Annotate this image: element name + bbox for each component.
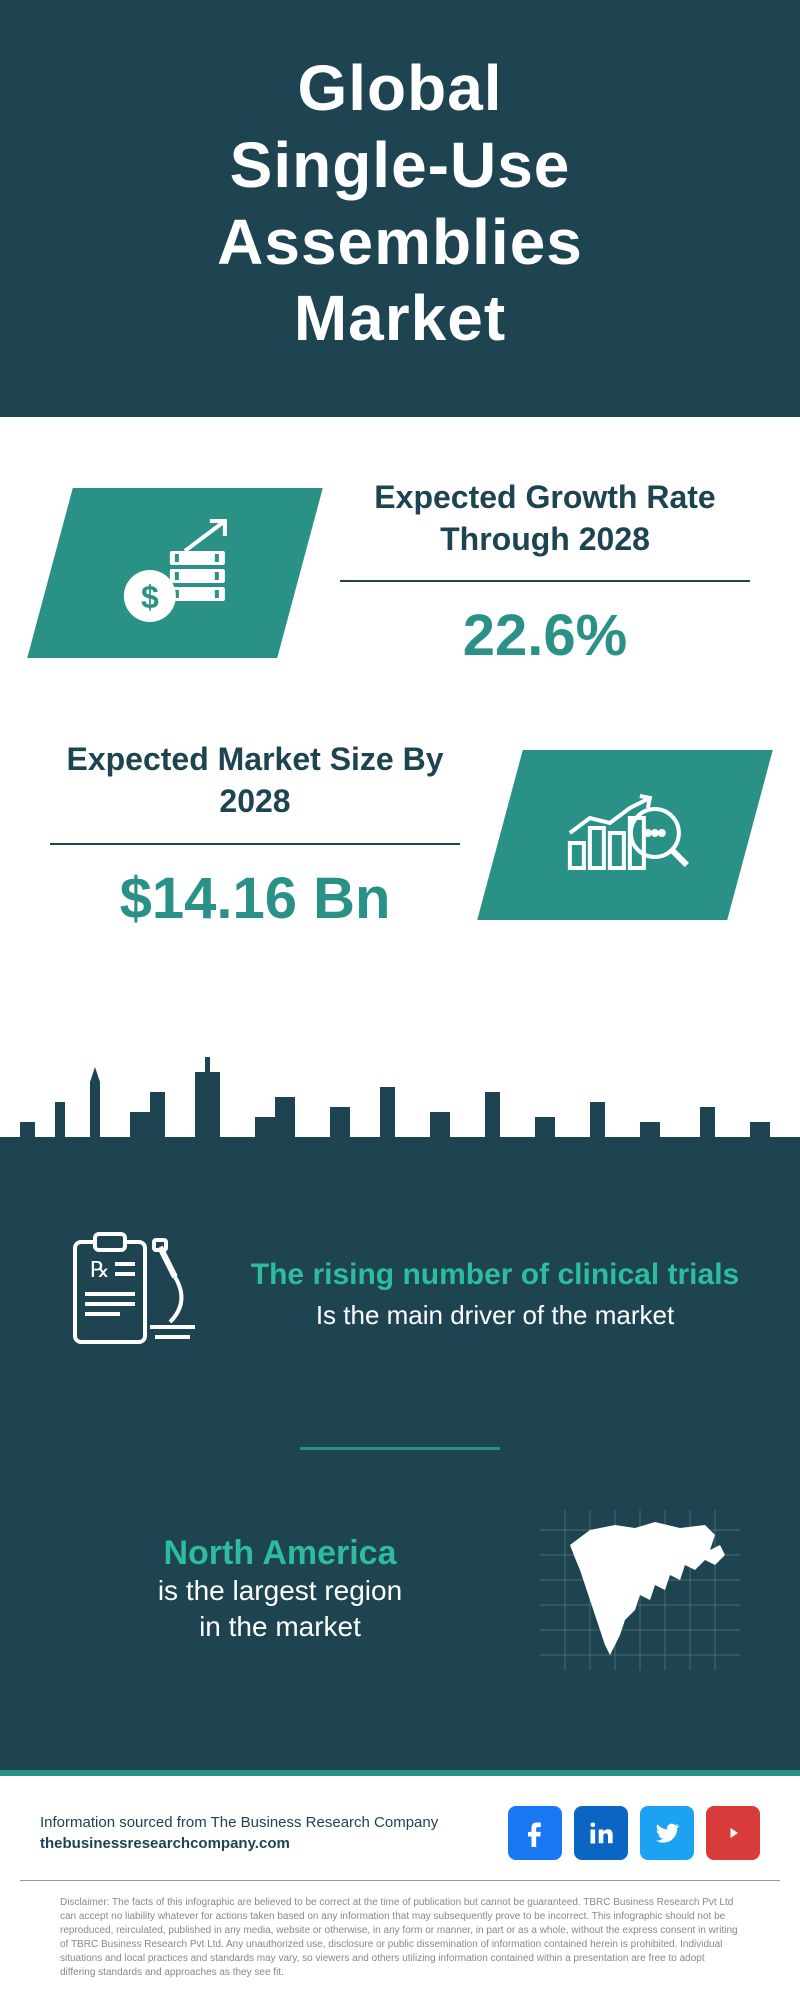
stat-growth-rate: $ Expected Growth Rate Through 2028 22.6…: [50, 477, 750, 669]
social-icons: [508, 1806, 760, 1860]
skyline-icon: [0, 1042, 800, 1182]
divider: [50, 843, 460, 845]
divider: [300, 1447, 500, 1450]
page-title: Global Single-Use Assemblies Market: [20, 50, 780, 357]
youtube-icon[interactable]: [706, 1806, 760, 1860]
divider: [340, 580, 750, 582]
facebook-icon[interactable]: [508, 1806, 562, 1860]
region-highlight: North America: [60, 1534, 500, 1573]
market-size-label: Expected Market Size By 2028: [50, 739, 460, 822]
driver-block: ℞ The rising number of clinical trials I…: [0, 1182, 800, 1407]
stat-market-size: Expected Market Size By 2028 $14.16 Bn: [50, 739, 750, 931]
dark-section: ℞ The rising number of clinical trials I…: [0, 1042, 800, 1770]
region-subtext: is the largest region in the market: [60, 1573, 500, 1646]
footer: Information sourced from The Business Re…: [0, 1770, 800, 1880]
svg-text:℞: ℞: [90, 1257, 110, 1282]
dollar-growth-icon: $: [110, 516, 240, 631]
disclaimer: Disclaimer: The facts of this infographi…: [20, 1880, 780, 2010]
twitter-icon[interactable]: [640, 1806, 694, 1860]
region-block: North America is the largest region in t…: [0, 1490, 800, 1730]
chart-magnify-icon: [555, 778, 695, 893]
growth-rate-label: Expected Growth Rate Through 2028: [340, 477, 750, 560]
footer-source: Information sourced from The Business Re…: [40, 1812, 438, 1854]
growth-rate-value: 22.6%: [340, 602, 750, 669]
linkedin-icon[interactable]: [574, 1806, 628, 1860]
header-banner: Global Single-Use Assemblies Market: [0, 0, 800, 417]
stats-section: $ Expected Growth Rate Through 2028 22.6…: [0, 417, 800, 1041]
growth-icon-tile: $: [27, 488, 323, 658]
svg-text:$: $: [141, 579, 159, 615]
driver-subtext: Is the main driver of the market: [250, 1299, 740, 1333]
north-america-map-icon: [540, 1510, 740, 1670]
driver-highlight: The rising number of clinical trials: [250, 1255, 740, 1294]
clipboard-microscope-icon: ℞: [60, 1222, 210, 1367]
market-size-value: $14.16 Bn: [50, 865, 460, 932]
market-size-icon-tile: [477, 750, 773, 920]
disclaimer-text: Disclaimer: The facts of this infographi…: [60, 1896, 740, 1980]
